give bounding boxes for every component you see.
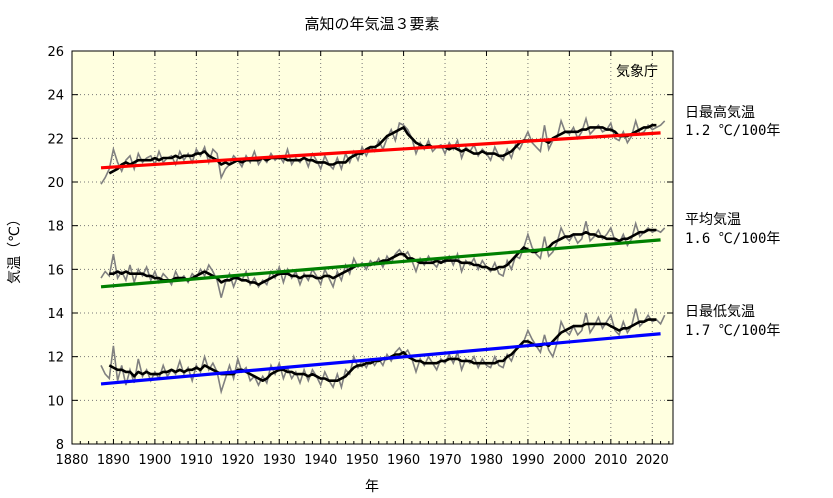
y-tick-label: 10: [47, 394, 64, 409]
moving-average-line-0: [108, 123, 657, 175]
y-tick-label: 24: [47, 89, 64, 104]
x-tick-label: 1940: [304, 453, 337, 468]
plot-frame: [71, 50, 674, 445]
series-rate-2: 1.7 ℃/100年: [685, 323, 780, 339]
x-tick-label: 1960: [387, 453, 420, 468]
y-axis-label: 気温（℃）: [7, 212, 23, 284]
source-label: 気象庁: [616, 64, 658, 80]
x-tick-label: 1910: [180, 453, 213, 468]
series-rate-1: 1.6 ℃/100年: [685, 231, 780, 247]
series-rate-0: 1.2 ℃/100年: [685, 123, 780, 139]
x-tick-label: 2020: [636, 453, 669, 468]
y-tick-label: 26: [47, 45, 64, 60]
x-tick-label: 1880: [55, 453, 88, 468]
chart-title: 高知の年気温３要素: [304, 15, 439, 33]
y-tick-label: 20: [47, 176, 64, 191]
x-tick-label: 2000: [553, 453, 586, 468]
annual-series-line-2: [100, 308, 666, 395]
x-tick-label: 1950: [346, 453, 379, 468]
y-tick-label: 22: [47, 132, 64, 147]
x-tick-label: 1930: [263, 453, 296, 468]
x-tick-label: 1920: [221, 453, 254, 468]
x-tick-label: 2010: [594, 453, 627, 468]
x-tick-label: 1970: [428, 453, 461, 468]
axis-ticks: 1880 1890 1900 1910 1920 1930 1940 1950 1960 1970…: [47, 45, 673, 468]
series-layer: [100, 115, 666, 395]
series-label-2: 日最低気温: [685, 304, 755, 320]
x-tick-label: 1990: [511, 453, 544, 468]
grid-lines: [72, 51, 673, 444]
x-axis-label: 年: [365, 479, 379, 495]
y-tick-label: 12: [47, 351, 64, 366]
series-label-0: 日最高気温: [685, 104, 755, 121]
x-tick-label: 1900: [138, 453, 171, 468]
y-tick-label: 18: [47, 220, 64, 235]
trend-line-0: [100, 131, 661, 170]
moving-average-line-1: [109, 228, 657, 286]
trend-line-2: [100, 332, 661, 386]
y-tick-label: 8: [56, 438, 64, 453]
series-label-1: 平均気温: [685, 212, 741, 228]
y-tick-label: 14: [47, 307, 64, 322]
trend-line-1: [100, 238, 661, 289]
x-tick-label: 1890: [97, 453, 130, 468]
y-tick-label: 16: [47, 263, 64, 278]
x-tick-label: 1980: [470, 453, 503, 468]
